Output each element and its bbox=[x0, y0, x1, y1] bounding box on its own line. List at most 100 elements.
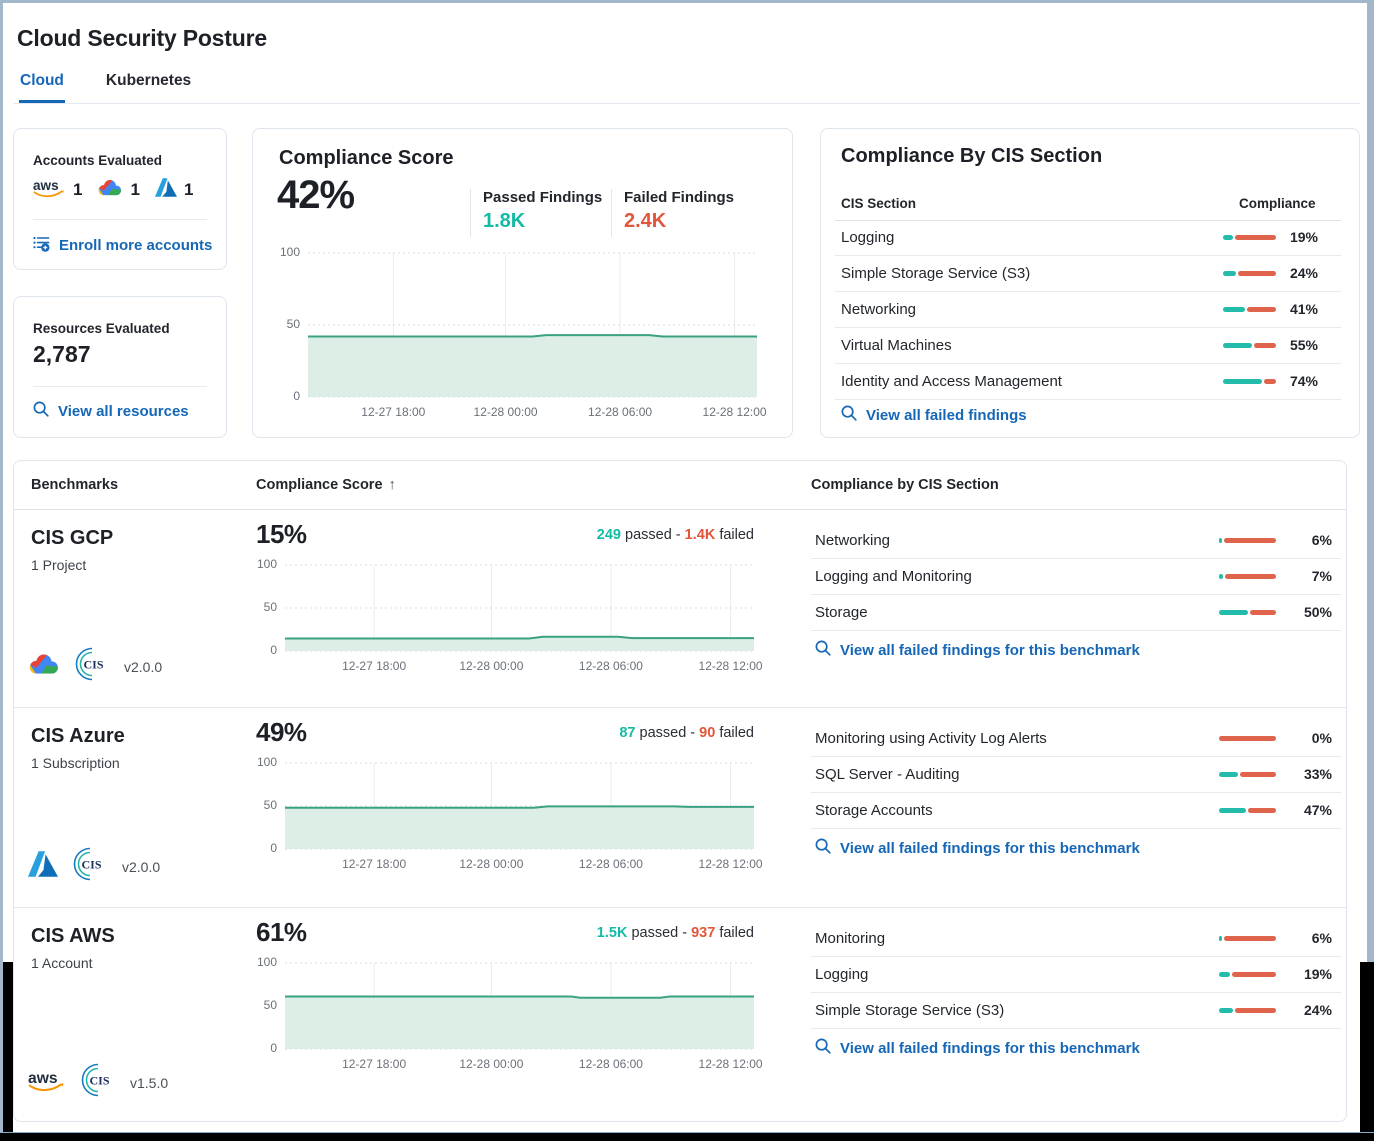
benchmark-scope: 1 Subscription bbox=[31, 755, 120, 771]
compliance-bar bbox=[1219, 736, 1276, 741]
y-axis-tick: 100 bbox=[256, 557, 277, 571]
table-row: Logging 19% bbox=[835, 220, 1341, 256]
resources-count: 2,787 bbox=[33, 341, 91, 367]
benchmark-name: CIS Azure bbox=[31, 725, 125, 747]
search-icon bbox=[815, 1038, 831, 1058]
failed-findings-value: 2.4K bbox=[624, 210, 667, 232]
col-cis-section: CIS Section bbox=[841, 196, 917, 211]
compliance-bar bbox=[1219, 972, 1276, 977]
aws-icon: aws bbox=[33, 177, 66, 203]
benchmark-icons: CIS v2.0.0 bbox=[28, 846, 160, 887]
accounts-evaluated-card: Accounts Evaluated aws 1 1 1 Enroll more… bbox=[13, 128, 227, 270]
x-axis-tick: 12-28 00:00 bbox=[459, 659, 524, 673]
enroll-more-accounts-link[interactable]: Enroll more accounts bbox=[33, 235, 212, 256]
y-axis-tick: 100 bbox=[256, 955, 277, 969]
background-fill-bottom bbox=[0, 1132, 1374, 1141]
compliance-score-chart: 0 50 100 12-27 18:00 12-28 00:00 12-28 06:00 1… bbox=[273, 245, 767, 419]
compliance-bar bbox=[1219, 610, 1276, 615]
azure-account-count: 1 bbox=[154, 178, 193, 202]
search-icon bbox=[33, 401, 49, 421]
x-axis-tick: 12-27 18:00 bbox=[342, 659, 407, 673]
x-axis-tick: 12-28 00:00 bbox=[459, 857, 524, 871]
svg-text:CIS: CIS bbox=[90, 1074, 110, 1088]
benchmark-sections: Monitoring 6% Logging 19% Simple Storage… bbox=[811, 921, 1341, 1029]
tab-cloud[interactable]: Cloud bbox=[19, 62, 65, 103]
azure-icon bbox=[28, 851, 58, 882]
col-compliance: Compliance bbox=[1239, 196, 1316, 211]
search-icon bbox=[815, 640, 831, 660]
cis-logo-icon: CIS bbox=[80, 1062, 116, 1103]
gcp-icon bbox=[97, 178, 123, 203]
x-axis-tick: 12-28 12:00 bbox=[702, 405, 767, 419]
search-icon bbox=[841, 405, 857, 425]
table-row: Monitoring 6% bbox=[811, 921, 1341, 957]
svg-text:CIS: CIS bbox=[82, 858, 102, 872]
y-axis-tick: 0 bbox=[270, 841, 277, 855]
cis-aws-chart: 0 50 100 12-27 18:00 12-28 00:00 12-28 06:00 1… bbox=[256, 955, 763, 1071]
table-row: Simple Storage Service (S3) 24% bbox=[811, 993, 1341, 1029]
view-all-resources-link[interactable]: View all resources bbox=[33, 401, 189, 421]
compliance-bar bbox=[1219, 1008, 1276, 1013]
cis-section-card-title: Compliance By CIS Section bbox=[841, 145, 1103, 167]
x-axis-tick: 12-28 00:00 bbox=[473, 405, 538, 419]
x-axis-tick: 12-28 06:00 bbox=[588, 405, 653, 419]
window-border-left bbox=[0, 0, 3, 1141]
benchmark-row-cis-aws: CIS AWS 1 Account aws CIS v1.5.0 61% 1.5… bbox=[14, 907, 1346, 1123]
table-row: Virtual Machines 55% bbox=[835, 328, 1341, 364]
cis-azure-chart: 0 50 100 12-27 18:00 12-28 00:00 12-28 06:00 1… bbox=[256, 755, 763, 871]
window-border-top bbox=[0, 0, 1374, 3]
cis-table-header: CIS Section Compliance bbox=[835, 193, 1341, 221]
table-row: Storage 50% bbox=[811, 595, 1341, 631]
provider-counts: aws 1 1 1 bbox=[33, 177, 193, 203]
view-all-failed-findings-link[interactable]: View all failed findings bbox=[841, 405, 1027, 425]
view-failed-findings-benchmark-link[interactable]: View all failed findings for this benchm… bbox=[815, 640, 1140, 660]
benchmark-sections: Networking 6% Logging and Monitoring 7% … bbox=[811, 523, 1341, 631]
benchmark-scope: 1 Project bbox=[31, 557, 87, 573]
benchmarks-table-header: Benchmarks Compliance Score ↑ Compliance … bbox=[14, 461, 1346, 510]
benchmark-version: v1.5.0 bbox=[130, 1074, 169, 1091]
tab-bar: Cloud Kubernetes bbox=[13, 62, 1360, 104]
col-compliance-score-sort[interactable]: Compliance Score ↑ bbox=[256, 477, 396, 493]
table-row: Networking 6% bbox=[811, 523, 1341, 559]
compliance-bar bbox=[1219, 772, 1276, 777]
y-axis-tick: 50 bbox=[263, 998, 277, 1012]
view-failed-findings-benchmark-link[interactable]: View all failed findings for this benchm… bbox=[815, 838, 1140, 858]
benchmark-score: 61% bbox=[256, 917, 307, 947]
compliance-score-title: Compliance Score bbox=[279, 147, 454, 169]
compliance-bar bbox=[1219, 574, 1276, 579]
accounts-evaluated-title: Accounts Evaluated bbox=[33, 153, 163, 168]
y-axis-tick: 0 bbox=[293, 389, 300, 403]
benchmark-score: 49% bbox=[256, 717, 307, 747]
azure-icon bbox=[154, 178, 177, 202]
x-axis-tick: 12-28 12:00 bbox=[698, 659, 763, 673]
cis-logo-icon: CIS bbox=[72, 846, 108, 887]
svg-text:aws: aws bbox=[33, 178, 59, 193]
benchmark-version: v2.0.0 bbox=[122, 858, 161, 875]
benchmark-name: CIS AWS bbox=[31, 925, 115, 947]
tab-kubernetes[interactable]: Kubernetes bbox=[105, 72, 192, 89]
col-benchmarks: Benchmarks bbox=[31, 477, 119, 493]
table-row: Monitoring using Activity Log Alerts 0% bbox=[811, 721, 1341, 757]
view-failed-findings-benchmark-link[interactable]: View all failed findings for this benchm… bbox=[815, 1038, 1140, 1058]
benchmark-row-cis-gcp: CIS GCP 1 Project CIS v2.0.0 15% 249 pas… bbox=[14, 509, 1346, 708]
compliance-bar bbox=[1219, 936, 1276, 941]
table-row: Simple Storage Service (S3) 24% bbox=[835, 256, 1341, 292]
compliance-bar bbox=[1223, 343, 1276, 348]
compliance-bar bbox=[1219, 538, 1276, 543]
compliance-score-card: Compliance Score 42% Passed Findings 1.8… bbox=[252, 128, 793, 438]
failed-findings-stat: Failed Findings 2.4K bbox=[624, 189, 735, 232]
gcp-icon bbox=[28, 652, 60, 682]
x-axis-tick: 12-28 06:00 bbox=[578, 1057, 643, 1071]
table-row: Networking 41% bbox=[835, 292, 1341, 328]
gcp-account-count: 1 bbox=[97, 178, 140, 203]
compliance-bar bbox=[1223, 379, 1276, 384]
benchmark-version: v2.0.0 bbox=[124, 658, 163, 675]
table-row: SQL Server - Auditing 33% bbox=[811, 757, 1341, 793]
passed-findings-value: 1.8K bbox=[483, 210, 526, 232]
col-compliance-by-cis-section: Compliance by CIS Section bbox=[811, 477, 999, 493]
x-axis-tick: 12-28 00:00 bbox=[459, 1057, 524, 1071]
x-axis-tick: 12-27 18:00 bbox=[361, 405, 426, 419]
benchmark-sections: Monitoring using Activity Log Alerts 0% … bbox=[811, 721, 1341, 829]
benchmark-icons: CIS v2.0.0 bbox=[28, 646, 162, 687]
